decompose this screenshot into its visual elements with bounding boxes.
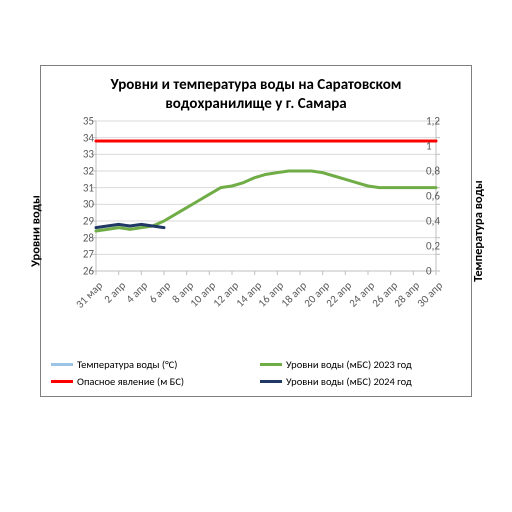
- legend-swatch: [260, 363, 282, 366]
- y2-tick-label: 0,8: [426, 165, 451, 178]
- y1-tick-label: 29: [69, 215, 94, 228]
- legend-swatch: [51, 380, 73, 383]
- legend-item-level_2023: Уровни воды (мБС) 2023 год: [260, 358, 461, 371]
- y1-tick-label: 33: [69, 148, 94, 161]
- y2-tick-label: 0,4: [426, 215, 451, 228]
- legend-item-danger: Опасное явление (м БС): [51, 375, 252, 388]
- y2-tick-label: 1,2: [426, 115, 451, 128]
- legend-item-level_2024: Уровни воды (мБС) 2024 год: [260, 375, 461, 388]
- y1-tick-label: 30: [69, 198, 94, 211]
- plot-svg: [96, 121, 436, 271]
- legend-label: Уровни воды (мБС) 2023 год: [286, 358, 412, 371]
- series-level_2024: [96, 224, 164, 227]
- legend-swatch: [51, 363, 73, 366]
- x-tick-label: 12 апр: [210, 279, 241, 310]
- x-tick-label: 30 апр: [414, 279, 445, 310]
- y1-axis-label: Уровни воды: [29, 195, 44, 267]
- legend-item-temp: Температура воды (°С): [51, 358, 252, 371]
- y2-tick-label: 0,6: [426, 190, 451, 203]
- legend-label: Уровни воды (мБС) 2024 год: [286, 375, 412, 388]
- chart-title: Уровни и температура воды на Саратовском…: [41, 76, 471, 114]
- x-tick-label: 2 апр: [101, 279, 128, 306]
- y2-axis-label: Температура воды: [472, 180, 487, 282]
- y2-tick-label: 0,2: [426, 240, 451, 253]
- y1-tick-label: 35: [69, 115, 94, 128]
- y1-tick-label: 27: [69, 248, 94, 261]
- y1-tick-label: 31: [69, 181, 94, 194]
- y2-tick-label: 1: [426, 140, 451, 153]
- y1-tick-label: 34: [69, 131, 94, 144]
- legend: Температура воды (°С) Уровни воды (мБС) 2…: [51, 358, 461, 388]
- legend-label: Температура воды (°С): [77, 358, 177, 371]
- legend-swatch: [260, 380, 282, 383]
- y1-tick-label: 26: [69, 265, 94, 278]
- x-tick-label: 18 апр: [278, 279, 309, 310]
- x-tick-label: 4 апр: [124, 279, 151, 306]
- x-tick-label: 6 апр: [146, 279, 173, 306]
- title-line-2: водохранилище у г. Самара: [165, 95, 346, 113]
- plot-area: [96, 121, 436, 271]
- x-tick-label: 24 апр: [346, 279, 377, 310]
- title-line-1: Уровни и температура воды на Саратовском: [111, 76, 402, 94]
- y1-tick-label: 32: [69, 165, 94, 178]
- y2-tick-label: 0: [426, 265, 451, 278]
- legend-label: Опасное явление (м БС): [77, 375, 184, 388]
- x-tick-label: 31 мар: [73, 279, 105, 311]
- series-level_2023: [96, 171, 436, 231]
- chart-container: Уровни и температура воды на Саратовском…: [40, 65, 472, 397]
- y1-tick-label: 28: [69, 231, 94, 244]
